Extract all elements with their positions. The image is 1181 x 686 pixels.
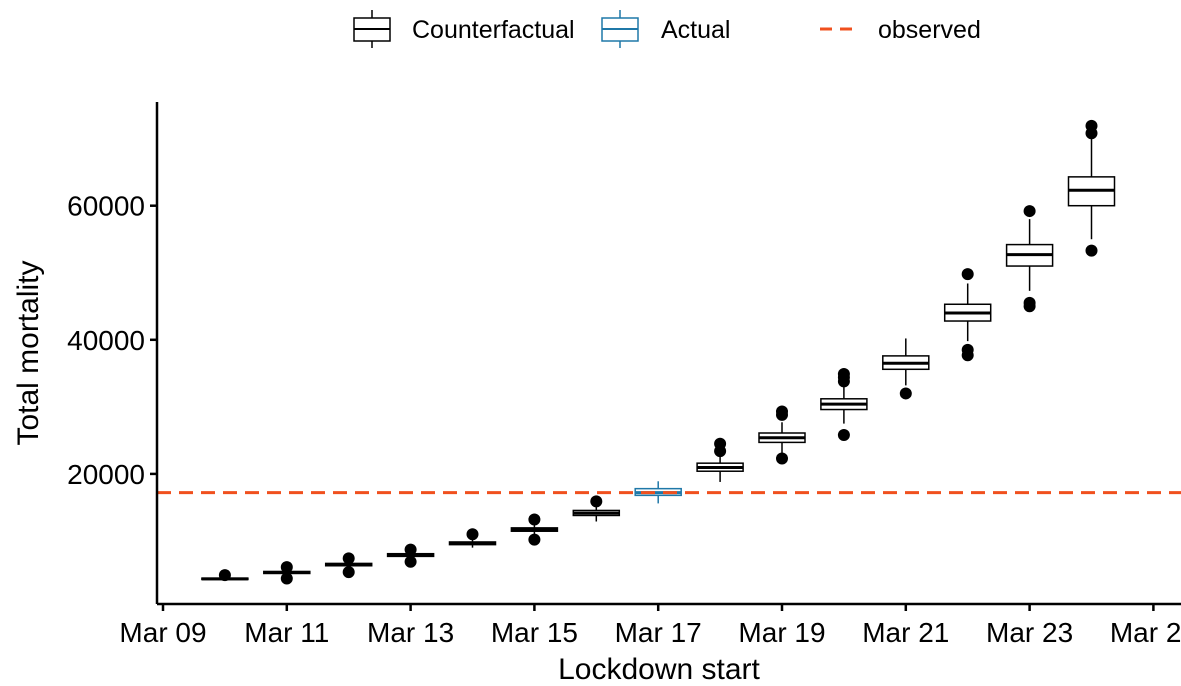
x-axis-title: Lockdown start — [558, 653, 760, 681]
box-mar-10 — [201, 569, 249, 582]
legend-label-actual: Actual — [661, 16, 730, 44]
box-mar-19 — [758, 405, 806, 465]
box-mar-21 — [882, 338, 930, 400]
outlier-point — [590, 495, 603, 508]
y-tick-label: 20000 — [67, 459, 145, 490]
box-mar-11 — [263, 561, 311, 585]
outlier-point — [528, 533, 541, 546]
box-mar-23 — [1005, 205, 1054, 313]
outlier-point — [342, 552, 355, 565]
box-mar-13 — [386, 543, 435, 568]
legend-key-actual — [601, 10, 639, 48]
x-tick-label: Mar 09 — [119, 617, 206, 648]
box-mar-16 — [572, 495, 621, 522]
outlier-point — [961, 343, 974, 356]
outlier-point — [776, 452, 788, 465]
legend-label-observed: observed — [878, 16, 981, 44]
x-tick-label: Mar 23 — [986, 617, 1073, 648]
y-tick-label: 40000 — [67, 325, 145, 356]
x-tick-label: Mar 13 — [367, 617, 454, 648]
box-mar-14 — [448, 528, 497, 548]
y-axis-title: Total mortality — [12, 260, 45, 445]
outlier-point — [899, 387, 912, 400]
outlier-point — [1085, 244, 1098, 257]
x-ticks: Mar 09 Mar 11 Mar 13 Mar 15 Mar 17 Mar 19 Mar … — [119, 604, 1181, 648]
outlier-point — [280, 561, 293, 574]
outlier-point — [837, 429, 850, 442]
x-tick-label: Mar 25 — [1110, 617, 1181, 648]
x-tick-label: Mar 11 — [244, 617, 329, 648]
y-ticks: 20000 40000 60000 — [67, 191, 157, 490]
outlier-point — [1085, 119, 1098, 132]
outlier-point — [280, 572, 293, 585]
outlier-point — [837, 367, 850, 380]
outlier-point — [466, 528, 479, 541]
box-mar-20 — [820, 367, 868, 442]
x-tick-label: Mar 21 — [862, 617, 949, 648]
box-mar-22 — [943, 268, 992, 362]
outlier-point — [404, 555, 417, 568]
x-tick-label: Mar 17 — [615, 617, 702, 648]
box-mar-24 — [1067, 119, 1116, 257]
axes: 20000 40000 60000 Mar 09 Mar 11 Mar 13 Mar 15… — [67, 102, 1181, 648]
plot-area — [201, 119, 1116, 585]
outlier-point — [714, 437, 727, 450]
legend-key-counterfactual — [353, 10, 391, 48]
outlier-point — [404, 543, 417, 556]
outlier-point — [342, 566, 355, 579]
x-tick-label: Mar 15 — [491, 617, 578, 648]
legend-label-counterfactual: Counterfactual — [412, 16, 575, 44]
outlier-point — [528, 513, 541, 526]
outlier-point — [218, 569, 231, 582]
box-mar-12 — [324, 552, 373, 579]
box-mar-15 — [510, 513, 559, 546]
outlier-point — [776, 405, 788, 418]
outlier-point — [1023, 205, 1036, 218]
x-tick-label: Mar 19 — [738, 617, 825, 648]
y-tick-label: 60000 — [67, 191, 145, 222]
legend: Counterfactual Actual observed — [353, 10, 981, 48]
box-mar-18 — [696, 437, 744, 482]
outlier-point — [1023, 296, 1036, 309]
outlier-point — [961, 268, 974, 281]
